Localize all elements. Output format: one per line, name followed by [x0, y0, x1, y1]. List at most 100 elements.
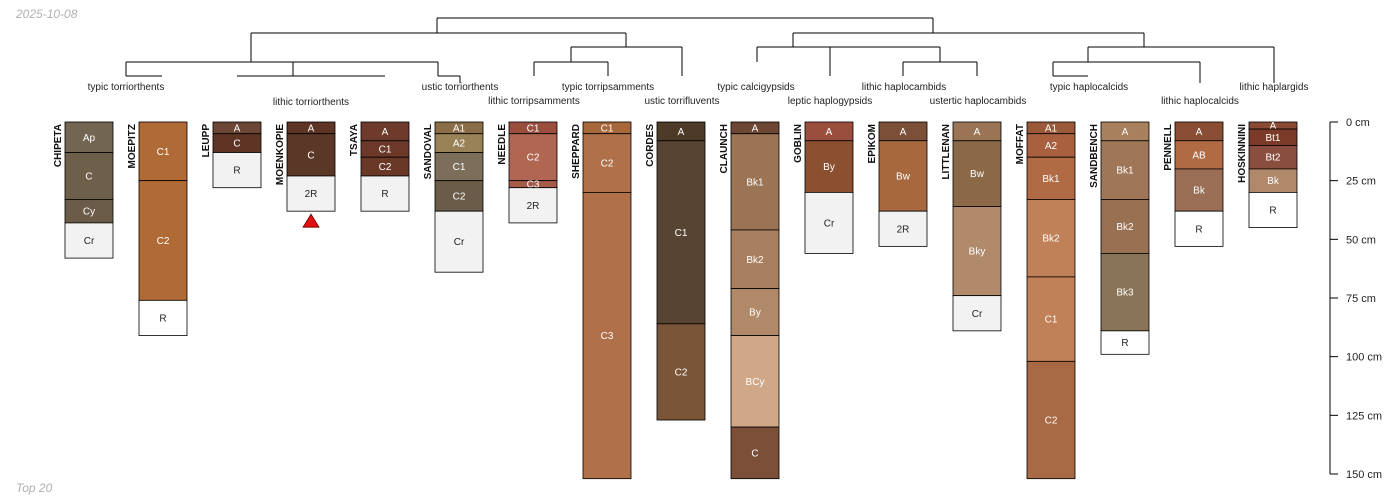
horizon-label: C	[233, 139, 240, 150]
taxon-label: typic calcigypsids	[717, 82, 794, 93]
horizon-label: R	[1269, 206, 1276, 217]
horizon-label: By	[823, 162, 835, 173]
profile-name-label: NEEDLE	[497, 124, 508, 165]
axis-tick-label: 25 cm	[1346, 176, 1376, 188]
horizon-label: R	[381, 189, 388, 200]
taxon-label: lithic haplargids	[1240, 82, 1309, 93]
horizon-label: Cr	[84, 236, 95, 247]
horizon-label: C1	[453, 162, 466, 173]
horizon-bk2	[1100, 199, 1150, 254]
profile-cordes: A C1 C2 CORDES	[645, 121, 706, 421]
profile-sheppard: C1 C2 C3 SHEPPARD	[571, 121, 632, 480]
depth-axis: 0 cm 25 cm 50 cm 75 cm 100 cm 125 cm 150 cm	[1329, 117, 1382, 481]
profile-tsaya: A C1 C2 R TSAYA	[349, 121, 410, 212]
horizon-label: Bt2	[1265, 153, 1280, 164]
horizon-2r	[286, 175, 336, 212]
horizon-label: Cy	[83, 207, 95, 218]
taxon-label: lithic haplocalcids	[1161, 96, 1239, 107]
horizon-bk	[1174, 168, 1224, 212]
profile-name-label: SANDBENCH	[1089, 124, 1100, 188]
profile-sandbench: A Bk1 Bk2 Bk3 R SANDBENCH	[1089, 121, 1150, 355]
taxon-label: typic haplocalcids	[1050, 82, 1128, 93]
horizon-label: By	[749, 308, 761, 319]
horizon-bw	[952, 140, 1002, 207]
profile-chipeta: Ap C Cy Cr CHIPETA	[53, 121, 114, 259]
profile-name-label: MOFFAT	[1015, 124, 1026, 164]
dendrogram	[125, 17, 1275, 83]
horizon-r	[1100, 330, 1150, 355]
horizon-label: Bk1	[746, 177, 764, 188]
horizon-label: BCy	[746, 377, 765, 388]
horizon-label: Bk	[1193, 186, 1206, 197]
horizon-label: Cr	[454, 237, 465, 248]
profile-moenkopie: A C 2R MOENKOPIE	[275, 121, 336, 212]
horizon-c2	[1026, 360, 1076, 480]
horizon-label: A	[1122, 127, 1129, 138]
profile-name-label: MOENKOPIE	[275, 124, 286, 185]
taxon-label: ustertic haplocambids	[930, 96, 1027, 107]
horizon-r	[212, 152, 262, 189]
horizon-label: 2R	[305, 189, 318, 200]
horizon-label: AB	[1192, 150, 1206, 161]
profile-name-label: LEUPP	[201, 124, 212, 158]
profile-claunch: A Bk1 Bk2 By BCy C CLAUNCH	[719, 121, 780, 480]
profile-moepitz: C1 C2 R MOEPITZ	[127, 121, 188, 336]
taxonomy-labels: typic torriorthents lithic torriorthents…	[88, 82, 1309, 108]
profile-name-label: CHIPETA	[53, 124, 64, 167]
horizon-label: C2	[453, 191, 466, 202]
horizon-label: Bk1	[1116, 166, 1134, 177]
horizon-label: 2R	[897, 224, 910, 235]
horizon-label: Bk2	[1042, 234, 1060, 245]
profile-name-label: PENNELL	[1163, 124, 1174, 171]
horizon-bw	[878, 140, 928, 212]
horizon-bk1	[1100, 140, 1150, 200]
horizon-c	[286, 133, 336, 177]
horizon-2r	[878, 210, 928, 247]
horizon-label: Cr	[824, 218, 835, 229]
horizon-r	[360, 175, 410, 212]
warning-triangle-icon	[302, 213, 320, 228]
horizon-label: A	[1270, 121, 1277, 132]
horizon-2r	[508, 187, 558, 224]
axis-tick-label: 125 cm	[1346, 410, 1382, 422]
horizon-label: A	[752, 123, 759, 134]
horizon-r	[138, 299, 188, 336]
horizon-label: C2	[601, 159, 614, 170]
horizon-label: A1	[1045, 123, 1058, 134]
horizon-label: A2	[1045, 141, 1058, 152]
horizon-label: C2	[379, 162, 392, 173]
horizon-label: Bk2	[1116, 222, 1134, 233]
axis-tick-label: 75 cm	[1346, 293, 1376, 305]
horizon-label: C2	[157, 236, 170, 247]
moenkopie-marker	[302, 213, 320, 228]
axis-tick-label: 100 cm	[1346, 352, 1382, 364]
profile-needle: C1 C2 C3 2R NEEDLE	[497, 121, 558, 224]
horizon-label: Bky	[969, 247, 986, 258]
footer-label: Top 20	[16, 481, 53, 495]
horizon-label: C2	[527, 153, 540, 164]
horizon-label: C	[751, 448, 758, 459]
horizon-bk3	[1100, 253, 1150, 332]
horizon-label: A	[1196, 127, 1203, 138]
horizon-label: A	[900, 127, 907, 138]
horizon-label: R	[1121, 338, 1128, 349]
horizon-label: A	[382, 127, 389, 138]
horizon-c2	[582, 133, 632, 193]
horizon-bky	[952, 206, 1002, 297]
horizon-label: A	[974, 127, 981, 138]
horizon-label: C1	[601, 123, 614, 134]
taxon-label: lithic haplocambids	[862, 82, 947, 93]
horizon-label: C1	[379, 144, 392, 155]
horizon-label: 2R	[527, 201, 540, 212]
horizon-label: Bk1	[1042, 174, 1060, 185]
horizon-label: A	[234, 123, 241, 134]
horizon-c1	[434, 152, 484, 182]
horizon-c2	[508, 133, 558, 182]
profile-name-label: SHEPPARD	[571, 124, 582, 179]
horizon-label: C1	[157, 147, 170, 158]
profile-goblin: A By Cr GOBLIN	[793, 121, 854, 254]
axis-tick-label: 150 cm	[1346, 469, 1382, 481]
horizon-label: R	[159, 313, 166, 324]
horizon-label: C2	[1045, 416, 1058, 427]
horizon-label: C3	[601, 331, 614, 342]
